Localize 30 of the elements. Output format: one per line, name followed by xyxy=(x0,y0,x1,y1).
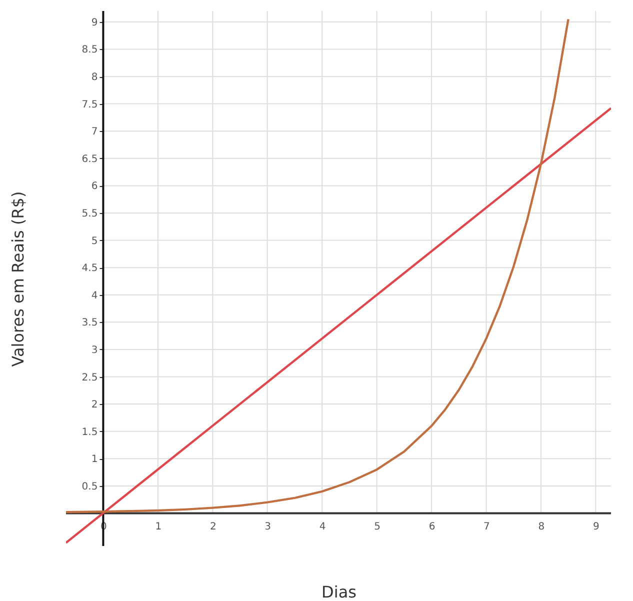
y-tick-label: 2 xyxy=(91,400,98,411)
line-series xyxy=(66,18,570,514)
y-tick-label: 4 xyxy=(91,290,98,302)
y-tick-label: 7.5 xyxy=(82,99,98,110)
y-tick-label: 7 xyxy=(91,126,98,138)
x-tick-label: 8 xyxy=(538,522,545,533)
y-tick-label: 6.5 xyxy=(82,154,98,165)
x-tick-label: 5 xyxy=(374,522,380,533)
y-tick-label: 5.5 xyxy=(82,208,98,220)
x-tick-label: 7 xyxy=(484,522,490,533)
y-tick-label: 8.5 xyxy=(82,44,98,56)
x-tick-label: 6 xyxy=(428,522,436,533)
x-tick-label: 9 xyxy=(592,522,600,533)
x-axis-title: Dias xyxy=(322,582,356,601)
y-tick-label: 2.5 xyxy=(82,372,98,384)
y-tick-label: 5 xyxy=(91,236,98,247)
y-tick-label: 3 xyxy=(91,344,98,356)
y-tick-label: 0.5 xyxy=(82,481,98,492)
y-tick-label: 6 xyxy=(91,181,98,192)
y-tick-label: 4.5 xyxy=(82,263,98,274)
y-tick-label: 8 xyxy=(91,72,98,84)
x-tick-label: 2 xyxy=(210,522,216,533)
x-tick-label: 4 xyxy=(319,522,326,533)
x-tick-label: 1 xyxy=(155,522,162,533)
x-tick-label: 3 xyxy=(264,522,272,533)
y-axis-title: Valores em Reais (R$) xyxy=(8,191,28,367)
y-tick-label: 9 xyxy=(91,17,98,28)
y-tick-label: 3.5 xyxy=(82,318,98,329)
y-tick-label: 1.5 xyxy=(82,426,98,438)
y-tick-label: 1 xyxy=(91,454,98,466)
